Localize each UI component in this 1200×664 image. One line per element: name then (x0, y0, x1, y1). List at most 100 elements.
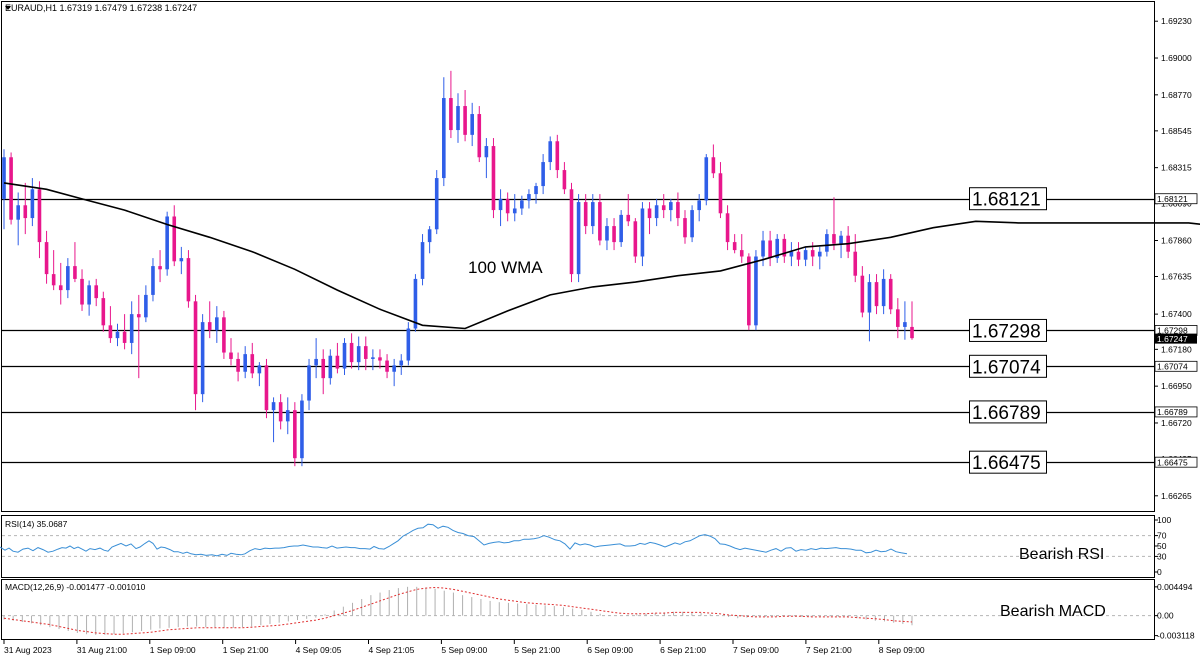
candle (598, 194, 602, 246)
time-axis: 31 Aug 2023 31 Aug 21:00 1 Sep 09:00 1 Sep … (3, 640, 925, 655)
candle (775, 234, 780, 263)
candle (314, 338, 318, 379)
candle (101, 291, 106, 332)
candle-body (832, 234, 836, 244)
level-label-text: 1.67298 (972, 321, 1041, 342)
candle-body (151, 266, 155, 295)
time-tick-label: 5 Sep 09:00 (441, 645, 487, 655)
candle (676, 192, 680, 227)
candlesticks (2, 70, 914, 467)
candle (555, 134, 560, 179)
candle (640, 202, 645, 267)
candle (442, 77, 446, 187)
candle-body (775, 238, 780, 259)
candle-body (215, 317, 219, 331)
candle (718, 162, 723, 219)
axis-level-box (1154, 193, 1198, 205)
chart-menu-triangle-icon[interactable] (5, 6, 11, 10)
candle (328, 349, 333, 385)
candle-body (640, 208, 645, 257)
candle-body (321, 358, 326, 379)
candle-body (505, 198, 510, 214)
candle (30, 178, 35, 227)
candle (151, 258, 155, 302)
level-label-3: 1.66789 (969, 400, 1047, 424)
price-tick-label: 1.68315 (1161, 163, 1192, 173)
candle-body (165, 216, 169, 270)
candle (690, 205, 694, 243)
candle-body (335, 355, 340, 369)
candle (881, 269, 886, 315)
candle (867, 274, 872, 342)
candle-body (278, 402, 283, 422)
candle (747, 253, 751, 331)
candle-body (51, 274, 56, 286)
candle-body (888, 278, 893, 310)
candle-body (690, 210, 694, 238)
time-tick-label: 6 Sep 09:00 (587, 645, 633, 655)
candle-body (371, 357, 375, 359)
candle-body (87, 285, 91, 305)
candle-body (704, 157, 709, 201)
level-label-0: 1.68121 (969, 187, 1047, 211)
candle-body (250, 354, 255, 374)
candle-body (718, 173, 723, 214)
candle (704, 154, 709, 206)
candle-body (647, 208, 652, 219)
candle (534, 182, 538, 204)
candle (87, 280, 91, 316)
candle-body (725, 213, 730, 243)
candle-body (101, 298, 106, 326)
candle-body (881, 278, 886, 307)
candle (58, 262, 63, 305)
candle (739, 234, 744, 263)
candle (371, 349, 375, 371)
candle-body (427, 229, 432, 243)
rsi-title: RSI(14) 35.0687 (5, 519, 68, 529)
candle (732, 234, 737, 254)
candle (605, 218, 609, 251)
rsi-line (0, 523, 908, 557)
rsi-tick-label: 0 (1157, 567, 1162, 577)
candle (711, 144, 716, 179)
candle-body (108, 325, 113, 339)
macd-tick-label: 0.00 (1157, 611, 1174, 621)
time-tick-label: 4 Sep 09:05 (296, 645, 342, 655)
candle-body (512, 208, 517, 214)
time-tick-label: 31 Aug 21:00 (77, 645, 127, 655)
rsi-annotation: Bearish RSI (1019, 546, 1104, 563)
candle (342, 338, 347, 375)
rsi-tick-label: 100 (1157, 515, 1171, 525)
candle-body (910, 326, 914, 339)
axis-level-text: 1.66475 (1157, 457, 1188, 467)
candle (186, 250, 191, 308)
candle (44, 230, 49, 284)
candle (129, 301, 134, 355)
axis-level-tag: 1.67074 (1154, 360, 1198, 372)
candle-body (186, 258, 191, 302)
candle-body (896, 309, 900, 327)
level-label-box (969, 354, 1047, 378)
candle (498, 189, 503, 227)
candle (66, 258, 70, 299)
price-axis: 1.692301.690001.687701.685451.683151.680… (1154, 16, 1198, 501)
candle (725, 205, 730, 251)
candle (626, 194, 631, 227)
candle (257, 362, 262, 387)
price-tick-label: 1.67180 (1161, 344, 1192, 354)
candle-body (385, 360, 389, 372)
candle-body (449, 98, 453, 131)
candle (122, 314, 127, 350)
axis-level-box (1154, 360, 1198, 372)
candle (562, 162, 567, 195)
candle (349, 333, 354, 369)
candle-body (271, 402, 276, 411)
level-label-2: 1.67074 (969, 354, 1047, 378)
macd-title: MACD(12,26,9) -0.001477 -0.001010 (5, 582, 146, 592)
candle (463, 90, 467, 142)
candle-body (661, 205, 666, 211)
candle (860, 266, 865, 318)
price-tick-label: 1.69000 (1161, 53, 1192, 63)
candle (817, 246, 822, 270)
candle-body (207, 322, 212, 331)
